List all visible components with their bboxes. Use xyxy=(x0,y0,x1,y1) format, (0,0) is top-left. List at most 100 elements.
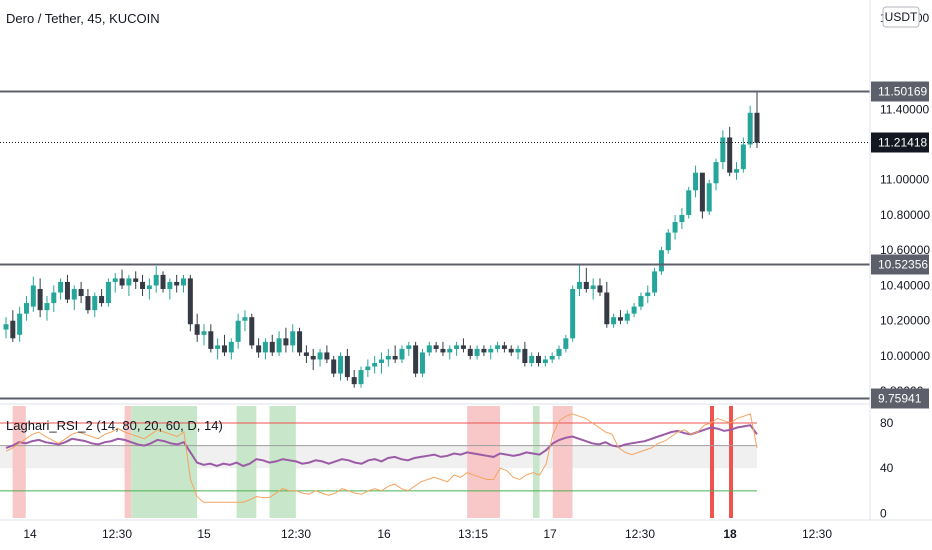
candle xyxy=(85,288,91,314)
rsi-shaded-regions xyxy=(0,406,757,518)
candle xyxy=(481,345,487,356)
candle xyxy=(419,348,425,378)
candle xyxy=(181,274,187,293)
candle xyxy=(747,105,753,149)
candle xyxy=(590,278,596,300)
candle xyxy=(160,271,166,293)
candle xyxy=(221,334,227,356)
time-tick-label: 14 xyxy=(23,527,37,541)
candle xyxy=(167,278,173,300)
price-tick-label: 10.80000 xyxy=(880,208,930,222)
candle xyxy=(385,348,391,367)
candle xyxy=(536,352,542,367)
candle xyxy=(140,274,146,297)
candle xyxy=(174,274,180,293)
candle xyxy=(508,345,514,356)
price-level-tag-label: 10.52356 xyxy=(878,258,928,272)
candle xyxy=(597,278,603,297)
rsi-shaded-region xyxy=(236,406,257,518)
candle xyxy=(256,338,262,358)
candle xyxy=(501,341,507,353)
rsi-axis[interactable]: 80 40 0 xyxy=(880,416,894,521)
rsi-shaded-region xyxy=(467,406,501,518)
candle xyxy=(686,186,692,219)
candle xyxy=(447,345,453,360)
candle xyxy=(679,207,685,230)
candle xyxy=(105,278,111,307)
candle xyxy=(583,267,589,293)
time-tick-label: 13:15 xyxy=(458,527,488,541)
candle xyxy=(10,310,16,342)
candle xyxy=(734,162,740,180)
candle xyxy=(563,334,569,353)
candle xyxy=(99,288,105,307)
candle xyxy=(706,179,712,215)
candle xyxy=(727,126,733,177)
time-tick-label: 12:30 xyxy=(102,527,132,541)
candle xyxy=(344,348,350,381)
candle xyxy=(576,264,582,297)
indicator-title[interactable]: Laghari_RSI_2 (14, 80, 20, 60, D, 14) xyxy=(6,418,223,433)
rsi-level-lines xyxy=(0,422,757,492)
candle xyxy=(529,352,535,367)
candle xyxy=(37,278,43,318)
rsi-series-line xyxy=(5,424,758,468)
candle xyxy=(754,91,760,149)
candle xyxy=(276,331,282,356)
time-tick-label: 12:30 xyxy=(625,527,655,541)
candle xyxy=(290,324,296,353)
candle xyxy=(413,341,419,378)
candle xyxy=(44,296,50,321)
candle xyxy=(262,338,268,360)
rsi-shaded-region xyxy=(552,406,573,518)
time-tick-label: 16 xyxy=(377,527,391,541)
rsi-series-lines xyxy=(5,413,758,503)
candle xyxy=(310,348,316,371)
candle xyxy=(317,348,323,367)
price-level-tag-label: 11.50169 xyxy=(878,85,927,99)
candle xyxy=(440,341,446,356)
candle xyxy=(119,269,125,289)
candle xyxy=(713,158,719,191)
time-tick-label: 12:30 xyxy=(281,527,311,541)
candle xyxy=(215,338,221,360)
currency-button-label: USDT xyxy=(885,10,918,24)
candle xyxy=(201,324,207,346)
candle xyxy=(153,266,159,293)
candle xyxy=(399,345,405,363)
candle xyxy=(638,292,644,311)
candle xyxy=(624,310,630,325)
candle xyxy=(658,246,664,275)
candle xyxy=(720,130,726,170)
price-axis[interactable]: 11.40000 11.00000 10.80000 10.60000 10.40000… xyxy=(880,11,930,398)
candle xyxy=(242,310,248,332)
rsi-tick-label: 80 xyxy=(880,416,894,430)
candle xyxy=(392,345,398,363)
candle xyxy=(693,165,699,198)
candle xyxy=(324,345,330,363)
candle xyxy=(365,359,371,378)
candle xyxy=(269,334,275,356)
candle xyxy=(338,352,344,381)
chart-title: Dero / Tether, 45, KUCOIN xyxy=(6,11,160,26)
currency-button[interactable]: USDT xyxy=(882,6,920,28)
candle xyxy=(549,352,555,363)
candle xyxy=(112,273,118,293)
candle xyxy=(51,285,57,312)
candle xyxy=(297,327,303,356)
candle xyxy=(515,345,521,360)
candle xyxy=(556,345,562,360)
price-level-tag-label: 9.75941 xyxy=(878,392,922,406)
candle xyxy=(283,327,289,353)
candle xyxy=(542,355,548,367)
time-axis[interactable]: 14 12:30 15 12:30 16 13:15 17 12:30 18 12:30 xyxy=(23,527,832,541)
candle xyxy=(379,352,384,374)
candle xyxy=(133,271,139,289)
candle xyxy=(611,313,617,328)
rsi-series-line xyxy=(5,413,758,503)
candle xyxy=(235,313,241,349)
rsi-signal-bar xyxy=(710,406,714,518)
rsi-shaded-region xyxy=(12,406,26,518)
candle xyxy=(617,310,623,325)
